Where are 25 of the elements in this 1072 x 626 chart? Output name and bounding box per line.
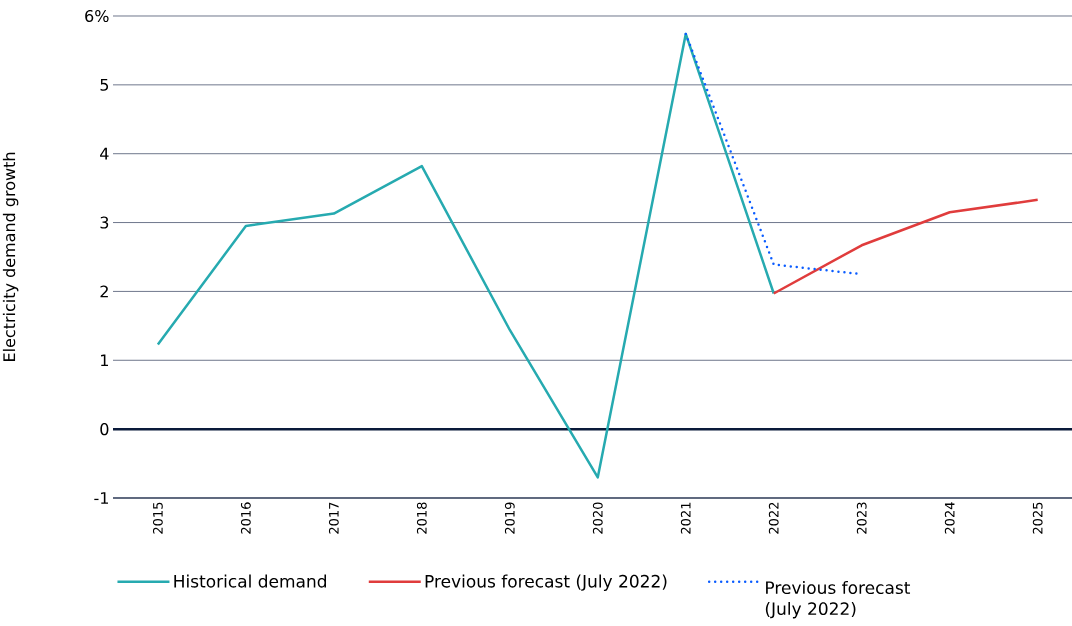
y-axis-title: Electricity demand growth: [2, 152, 19, 361]
x-tick-label: 2017: [328, 502, 339, 534]
x-tick-label: 2025: [1032, 502, 1043, 534]
x-tick-label: 2024: [944, 502, 955, 534]
x-tick-label: 2018: [416, 502, 427, 534]
y-tick-label: 0: [100, 423, 109, 436]
x-tick-label: 2016: [240, 502, 251, 534]
x-tick-label: 2019: [504, 502, 515, 534]
x-tick-label: 2020: [592, 502, 603, 534]
y-tick-label: 2: [100, 285, 108, 298]
y-tick-label: 6%: [85, 9, 109, 23]
y-tick-label: 4: [100, 147, 109, 160]
y-tick-label: 3: [100, 216, 109, 229]
x-tick-label: 2015: [152, 502, 163, 534]
legend-label: Previous forecast (July 2022): [425, 574, 667, 591]
y-tick-label: 1: [101, 354, 108, 367]
legend-label: Previous forecast (July 2022): [765, 580, 911, 619]
y-tick-label: 5: [100, 78, 109, 91]
x-tick-label: 2021: [680, 502, 691, 534]
line-series: [772, 198, 1039, 295]
legend-label: Historical demand: [174, 574, 326, 588]
x-tick-label: 2023: [856, 502, 867, 534]
line-series: [156, 32, 775, 479]
x-tick-label: 2022: [768, 502, 779, 534]
y-tick-label: -1: [94, 492, 108, 504]
